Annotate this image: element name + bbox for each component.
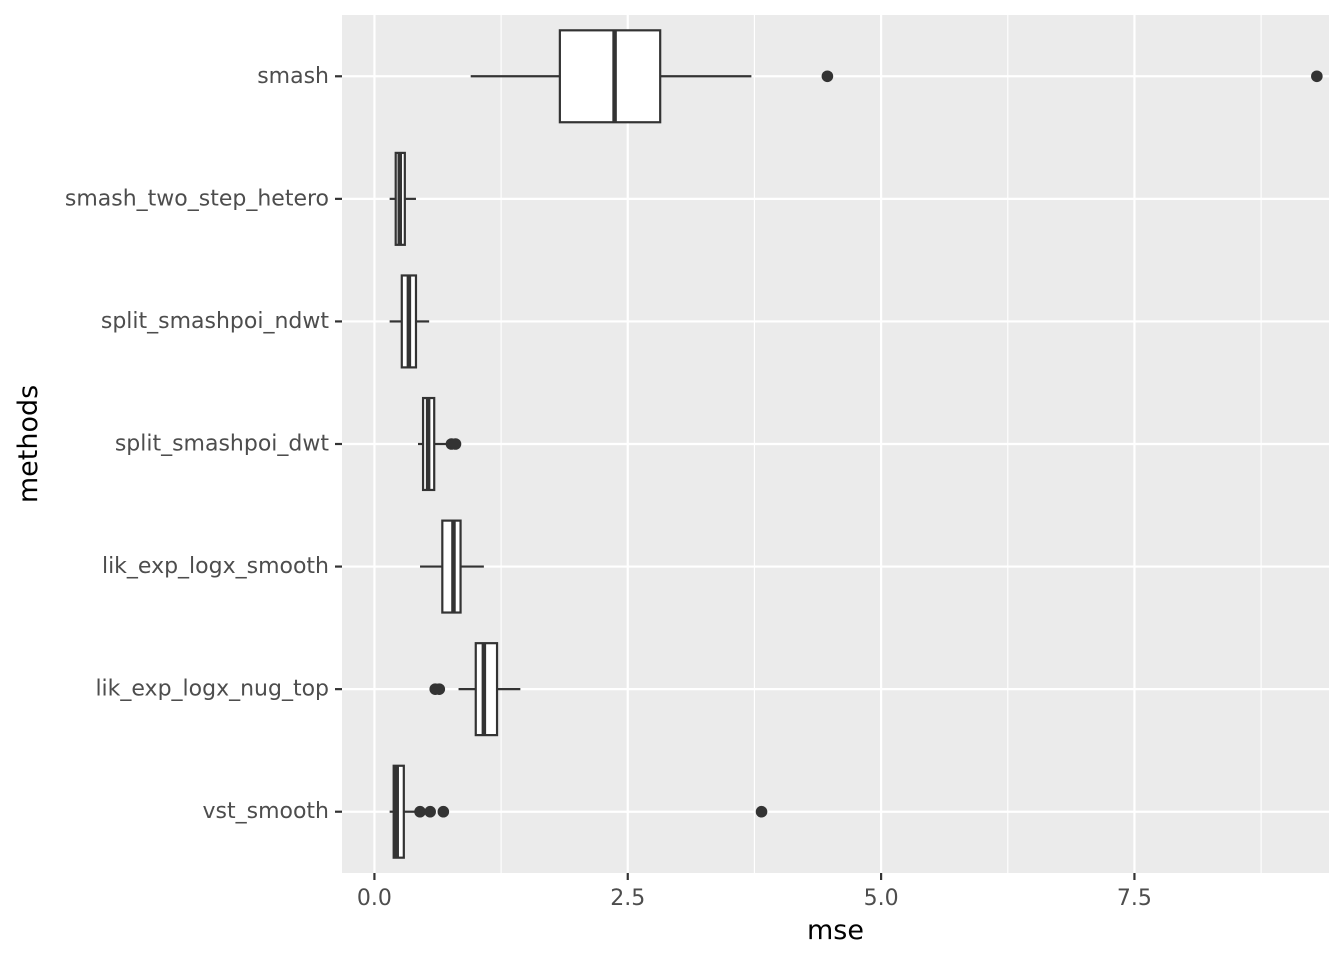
y-tick-label: split_smashpoi_ndwt [101, 309, 329, 334]
y-tick-label: smash [257, 64, 329, 89]
y-tick-label: smash_two_step_hetero [65, 186, 329, 211]
x-tick-label: 5.0 [864, 886, 899, 911]
box-vst_smooth [389, 764, 768, 859]
box-smash [470, 29, 1323, 124]
outlier-point [755, 805, 768, 818]
x-tick-label: 7.5 [1117, 886, 1152, 911]
outlier-point [449, 438, 462, 450]
y-axis-title: methods [13, 385, 44, 503]
outlier-point [433, 683, 446, 695]
y-tick-label: lik_exp_logx_smooth [102, 554, 329, 579]
box-iqr [558, 29, 662, 124]
boxplots [389, 29, 1323, 859]
x-axis: 0.0 2.5 5.0 7.5 [357, 873, 1152, 911]
box-lik_exp_logx_smooth [420, 519, 484, 614]
y-tick-label: split_smashpoi_dwt [115, 432, 330, 457]
box-lik_exp_logx_nug_top [429, 642, 521, 737]
box-split_smashpoi_dwt [418, 396, 462, 492]
box-iqr [474, 642, 499, 737]
outlier-point [424, 805, 436, 818]
outlier-point [1311, 70, 1323, 83]
x-tick-label: 0.0 [357, 886, 392, 911]
x-axis-title: mse [807, 915, 864, 946]
outlier-point [821, 70, 834, 83]
outlier-point [414, 805, 426, 818]
y-tick-label: vst_smooth [203, 799, 330, 824]
box-smash_two_step_hetero [389, 151, 416, 246]
outlier-point [437, 805, 450, 818]
box-split_smashpoi_ndwt [389, 274, 430, 369]
x-tick-label: 2.5 [610, 886, 645, 911]
y-axis: smash smash_two_step_hetero split_smashpoi… [65, 64, 342, 824]
y-tick-label: lik_exp_logx_nug_top [95, 677, 329, 702]
